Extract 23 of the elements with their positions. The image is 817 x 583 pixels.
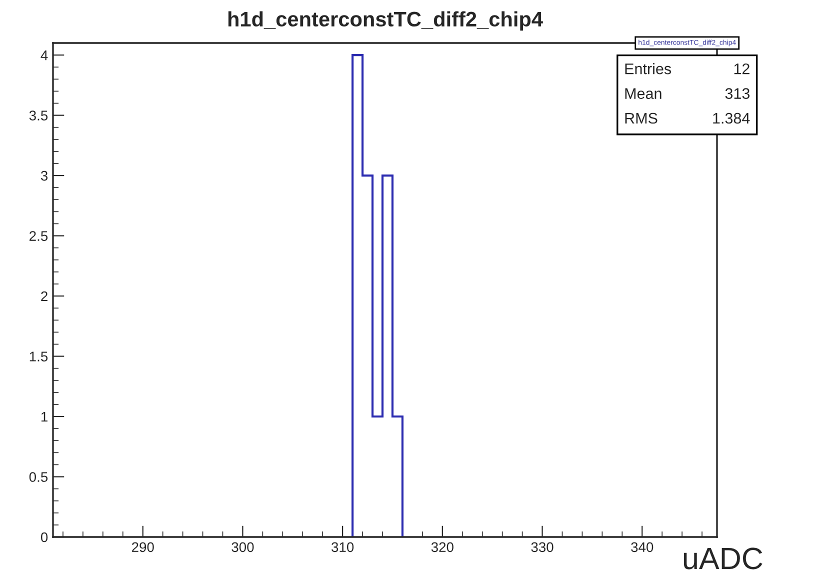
annotation: Mean [625,88,662,99]
x-tick-label: 310 [332,542,354,552]
x-axis-title: uADC [684,548,762,570]
x-tick-label: 300 [232,542,254,552]
y-tick-label: 2 [41,291,48,302]
annotation: Entries [625,63,672,74]
y-tick-label: 3.5 [29,110,48,120]
y-tick-label: 1 [41,412,48,422]
y-tick-label: 0.5 [29,472,48,482]
text: 313 [725,88,750,99]
x-tick-label: 330 [531,542,554,552]
y-tick-label: 3 [40,170,48,181]
y-tick-label: 1.5 [30,352,48,362]
y-tick-label: 2.5 [30,231,48,241]
annotation: 1.384 [713,112,750,124]
y-tick-label: 0 [40,532,48,542]
text: 12 [734,63,750,74]
x-tick-label: 290 [132,542,154,552]
y-tick-label: 4 [40,50,48,60]
annotation: RMS [625,112,658,124]
x-tick-label: 340 [631,542,654,552]
chart-title: h1d_centerconstTC_diff2_chip4 [228,11,543,31]
x-tick-label: 320 [431,542,454,552]
